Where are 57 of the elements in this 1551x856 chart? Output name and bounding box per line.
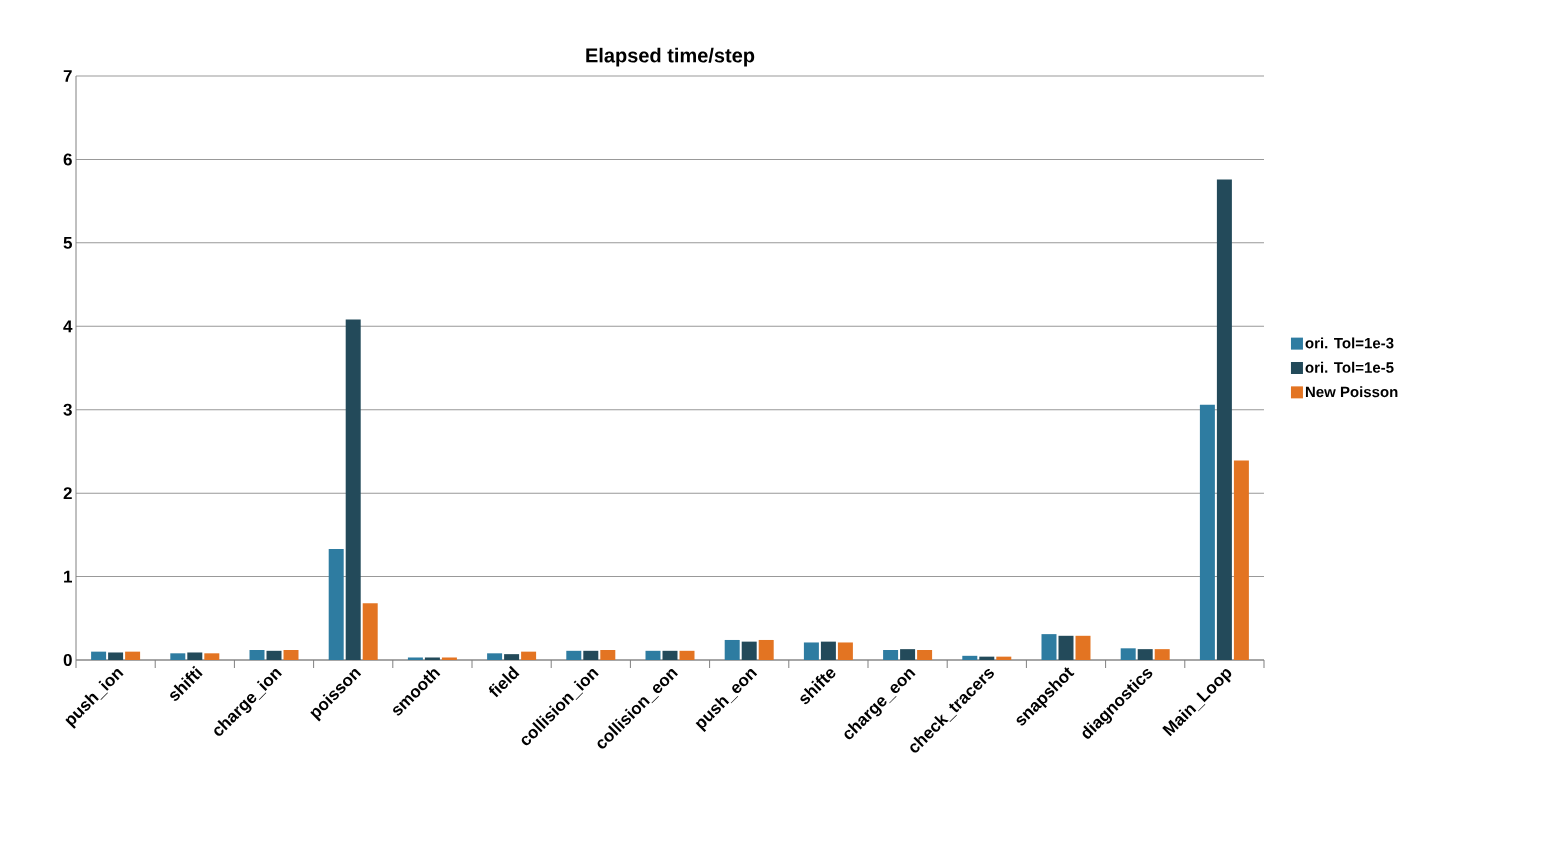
y-tick-label: 3 xyxy=(63,403,72,416)
bar xyxy=(424,657,440,660)
bar xyxy=(125,651,141,660)
bar xyxy=(1216,179,1232,660)
y-tick-label: 4 xyxy=(63,320,73,333)
bar xyxy=(566,650,582,660)
bar xyxy=(996,656,1012,660)
bar xyxy=(1137,649,1153,660)
bar xyxy=(1199,404,1215,660)
bar xyxy=(803,642,819,660)
bar xyxy=(266,650,282,660)
bar xyxy=(741,641,757,660)
bar xyxy=(187,652,203,660)
bar xyxy=(249,649,265,660)
bar xyxy=(1154,649,1170,660)
bar xyxy=(1058,635,1074,660)
bar xyxy=(883,649,899,660)
bar xyxy=(108,652,124,660)
y-tick-label: 0 xyxy=(63,653,72,667)
bar xyxy=(724,639,740,660)
bar xyxy=(645,650,661,660)
bar xyxy=(1041,634,1057,660)
bar xyxy=(662,650,678,660)
legend-label: ori. Tol=1e-5 xyxy=(1305,361,1394,373)
chart-title: Elapsed time/step xyxy=(586,47,755,67)
bar xyxy=(600,649,616,660)
y-tick-label: 6 xyxy=(63,153,72,166)
bar xyxy=(521,651,537,660)
bar xyxy=(962,655,978,660)
bar xyxy=(837,642,853,660)
bar xyxy=(283,649,299,660)
bar xyxy=(407,657,423,660)
y-tick-label: 5 xyxy=(63,236,73,249)
y-tick-label: 1 xyxy=(64,570,73,583)
bar xyxy=(679,650,695,660)
bar xyxy=(917,649,933,660)
bar xyxy=(979,656,995,660)
bar xyxy=(1075,635,1091,660)
bar xyxy=(362,603,378,660)
bar xyxy=(345,319,361,660)
bar xyxy=(487,653,503,660)
bar xyxy=(1233,460,1249,660)
bar xyxy=(170,653,186,660)
bar xyxy=(583,650,599,660)
bar xyxy=(441,657,457,660)
bar xyxy=(328,549,344,660)
bar xyxy=(1120,648,1136,660)
bar xyxy=(758,639,774,660)
y-tick-label: 7 xyxy=(63,70,72,82)
y-tick-label: 2 xyxy=(63,487,72,500)
bar xyxy=(900,649,916,660)
bar xyxy=(504,654,520,660)
bar xyxy=(820,641,836,660)
legend-label: ori. Tol=1e-3 xyxy=(1305,337,1394,349)
bar xyxy=(204,653,220,660)
bar xyxy=(91,651,107,660)
legend-label: New Poisson xyxy=(1305,386,1398,398)
